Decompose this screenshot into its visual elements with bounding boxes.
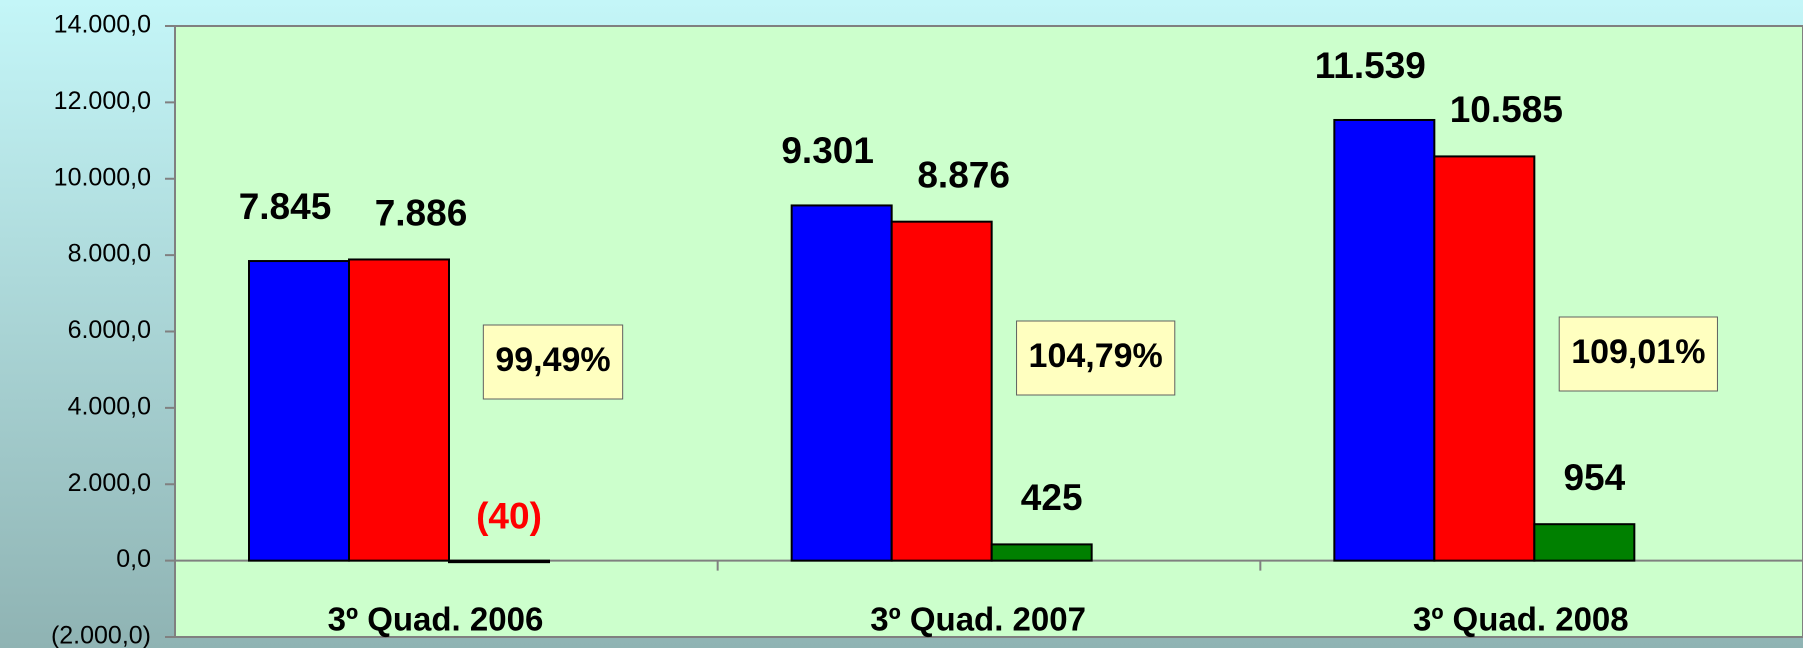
value-label: 9.301: [781, 130, 874, 171]
annotation: 99,49%: [495, 341, 610, 379]
y-tick-label: 6.000,0: [68, 316, 151, 344]
annotation-box: [1558, 316, 1718, 392]
y-tick-label: 14.000,0: [54, 11, 151, 39]
y-tick-label: 12.000,0: [54, 87, 151, 115]
annotation-box: [482, 324, 624, 400]
bar: [890, 220, 993, 562]
value-label: 11.539: [1315, 45, 1426, 86]
y-tick-label: 0,0: [116, 545, 151, 573]
y-tick-label: 8.000,0: [68, 240, 151, 268]
y-tick-label: 2.000,0: [68, 469, 151, 497]
value-label: 8.876: [917, 154, 1010, 195]
x-tick-label: 3º Quad. 2006: [328, 601, 544, 638]
annotation-box: [1016, 320, 1176, 396]
annotation: 109,01%: [1571, 333, 1705, 371]
value-label: 7.886: [375, 192, 468, 233]
x-tick-label: 3º Quad. 2007: [870, 601, 1086, 638]
value-label: 954: [1563, 457, 1625, 498]
value-label: (40): [476, 495, 542, 536]
y-tick-label: 10.000,0: [54, 163, 151, 191]
annotation: 104,79%: [1029, 337, 1163, 375]
value-label: 7.845: [239, 186, 332, 227]
bar: [790, 204, 893, 562]
value-label: 425: [1021, 477, 1083, 518]
bar: [1333, 118, 1436, 562]
bar: [448, 559, 550, 564]
y-tick-label: 4.000,0: [68, 392, 151, 420]
bar: [348, 258, 450, 562]
bar: [248, 260, 350, 562]
bar: [1533, 523, 1636, 562]
y-tick-label: (2.000,0): [51, 622, 151, 648]
bar: [990, 543, 1093, 562]
value-label: 10.585: [1450, 89, 1563, 130]
bar: [1433, 155, 1536, 562]
x-tick-label: 3º Quad. 2008: [1413, 601, 1629, 638]
